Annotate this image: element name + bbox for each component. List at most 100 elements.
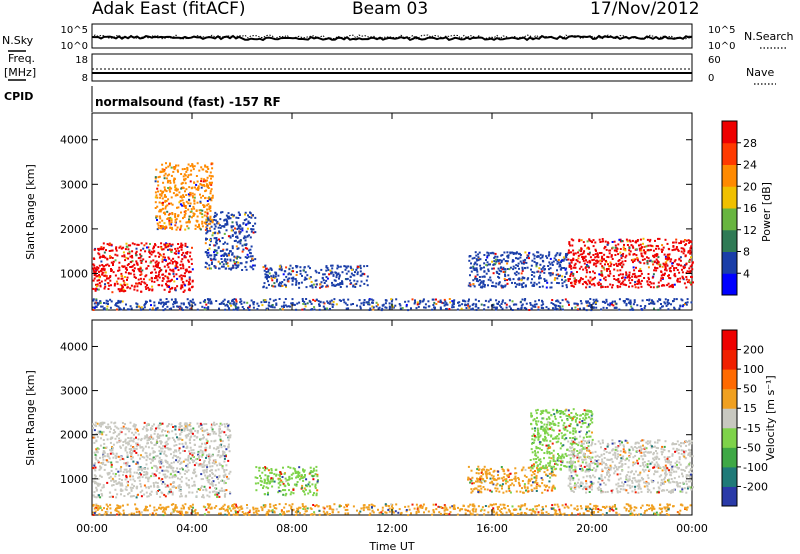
scatter-cell (664, 238, 667, 241)
scatter-cell (229, 491, 231, 494)
scatter-cell (363, 299, 366, 301)
scatter-cell (568, 241, 571, 244)
scatter-cell (121, 255, 124, 258)
scatter-cell (206, 249, 209, 251)
scatter-cell (200, 180, 203, 183)
scatter-cell (514, 477, 517, 480)
scatter-cell (189, 436, 192, 439)
scatter-cell (500, 306, 503, 309)
scatter-cell (299, 269, 302, 272)
scatter-cell (515, 303, 518, 306)
scatter-cell (239, 256, 242, 259)
scatter-cell (250, 299, 253, 302)
scatter-cell (615, 306, 618, 309)
scatter-cell (170, 269, 173, 272)
scatter-cell (643, 258, 646, 261)
scatter-cell (174, 166, 177, 169)
scatter-cell (204, 179, 207, 182)
scatter-cell (526, 278, 529, 281)
scatter-cell (542, 303, 545, 306)
scatter-cell (600, 286, 603, 289)
scatter-cell (149, 252, 152, 255)
scatter-cell (493, 256, 496, 259)
scatter-cell (583, 281, 586, 284)
scatter-cell (213, 251, 215, 254)
scatter-cell (102, 242, 105, 245)
scatter-cell (666, 242, 669, 245)
scatter-cell (181, 278, 184, 281)
scatter-cell (201, 429, 204, 432)
scatter-cell (174, 184, 177, 187)
scatter-cell (267, 276, 270, 279)
scatter-cell (156, 482, 159, 485)
scatter-cell (219, 438, 222, 441)
scatter-cell (95, 287, 98, 290)
scatter-cell (521, 480, 524, 482)
scatter-cell (569, 275, 572, 278)
scatter-cell (189, 452, 192, 455)
scatter-cell (217, 226, 220, 229)
scatter-cell (109, 449, 112, 452)
scatter-cell (110, 249, 113, 252)
scatter-cell (203, 460, 206, 462)
scatter-cell (181, 468, 184, 471)
scatter-cell (572, 253, 575, 256)
scatter-cell (517, 262, 520, 265)
scatter-cell (170, 462, 173, 465)
scatter-cell (114, 454, 117, 457)
scatter-cell (148, 250, 151, 253)
scatter-cell (639, 243, 642, 246)
date-title: 17/Nov/2012 (590, 0, 700, 19)
scatter-cell (219, 443, 222, 446)
scatter-cell (223, 469, 226, 471)
scatter-cell (347, 270, 350, 273)
scatter-cell (649, 281, 652, 284)
scatter-cell (451, 304, 454, 307)
scatter-cell (161, 168, 164, 171)
scatter-cell (186, 470, 189, 473)
scatter-cell (191, 301, 194, 304)
scatter-cell (173, 178, 176, 180)
scatter-cell (667, 282, 670, 285)
scatter-cell (663, 284, 666, 287)
scatter-cell (576, 303, 579, 306)
scatter-cell (329, 300, 332, 303)
scatter-cell (303, 278, 306, 281)
scatter-cell (648, 299, 651, 302)
scatter-cell (512, 278, 515, 281)
scatter-cell (221, 265, 223, 268)
scatter-cell (586, 265, 589, 267)
scatter-cell (192, 212, 195, 215)
scatter-cell (156, 215, 159, 218)
scatter-cell (687, 250, 690, 253)
scatter-cell (300, 281, 303, 284)
scatter-cell (145, 424, 148, 427)
scatter-cell (147, 487, 150, 490)
scatter-cell (154, 261, 157, 264)
scatter-cell (328, 273, 331, 276)
scatter-cell (608, 252, 611, 255)
nsky-right-top-tick: 10^5 (708, 25, 735, 36)
scatter-cell (235, 308, 237, 311)
scatter-cell (146, 467, 149, 470)
scatter-cell (137, 278, 140, 281)
scatter-cell (572, 273, 575, 275)
scatter-cell (639, 267, 642, 270)
scatter-cell (249, 251, 251, 254)
scatter-cell (474, 262, 477, 265)
scatter-cell (681, 268, 683, 271)
scatter-cell (200, 478, 203, 481)
scatter-cell (656, 285, 659, 288)
scatter-cell (530, 268, 532, 271)
scatter-cell (174, 267, 177, 270)
scatter-cell (575, 302, 578, 305)
scatter-cell (193, 480, 196, 483)
scatter-cell (584, 267, 587, 270)
scatter-cell (136, 285, 139, 288)
scatter-cell (156, 441, 159, 444)
scatter-cell (625, 238, 628, 241)
scatter-cell (668, 256, 670, 259)
scatter-cell (476, 259, 479, 262)
scatter-cell (225, 489, 228, 492)
freq-panel-frame (91, 53, 693, 82)
